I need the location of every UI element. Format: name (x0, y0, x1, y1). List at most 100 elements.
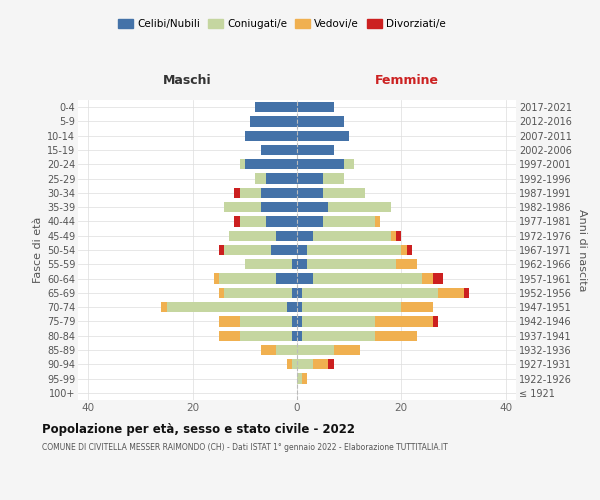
Bar (464, 288, 469, 298)
Bar (396, 259, 417, 270)
Bar (433, 316, 438, 326)
Bar (407, 245, 412, 255)
Bar (224, 288, 292, 298)
Bar (313, 359, 328, 370)
Bar (334, 345, 359, 355)
Bar (323, 216, 375, 226)
Bar (297, 116, 344, 126)
Bar (239, 216, 266, 226)
Bar (396, 230, 401, 241)
Bar (297, 345, 334, 355)
Bar (433, 274, 443, 283)
Bar (313, 274, 422, 283)
Bar (224, 245, 271, 255)
Bar (219, 288, 224, 298)
Bar (292, 330, 297, 341)
Bar (438, 288, 464, 298)
Bar (297, 130, 349, 141)
Bar (292, 359, 297, 370)
Bar (401, 302, 433, 312)
Bar (302, 288, 438, 298)
Y-axis label: Anni di nascita: Anni di nascita (577, 209, 587, 291)
Bar (292, 316, 297, 326)
Text: COMUNE DI CIVITELLA MESSER RAIMONDO (CH) - Dati ISTAT 1° gennaio 2022 - Elaboraz: COMUNE DI CIVITELLA MESSER RAIMONDO (CH)… (42, 442, 448, 452)
Bar (245, 259, 292, 270)
Bar (323, 188, 365, 198)
Bar (239, 188, 260, 198)
Bar (224, 202, 260, 212)
Bar (344, 159, 355, 170)
Bar (297, 145, 334, 155)
Bar (276, 345, 297, 355)
Bar (297, 288, 302, 298)
Text: Maschi: Maschi (163, 74, 212, 88)
Bar (260, 145, 297, 155)
Bar (239, 316, 292, 326)
Bar (255, 174, 266, 184)
Bar (271, 245, 297, 255)
Bar (266, 216, 297, 226)
Bar (297, 159, 344, 170)
Bar (260, 345, 276, 355)
Bar (287, 302, 297, 312)
Bar (297, 230, 313, 241)
Bar (297, 259, 307, 270)
Bar (422, 274, 433, 283)
Bar (375, 316, 433, 326)
Bar (239, 159, 245, 170)
Bar (235, 216, 239, 226)
Bar (287, 359, 292, 370)
Bar (302, 374, 307, 384)
Bar (297, 302, 302, 312)
Bar (245, 159, 297, 170)
Bar (297, 316, 302, 326)
Bar (297, 188, 323, 198)
Bar (161, 302, 167, 312)
Bar (260, 202, 297, 212)
Bar (307, 259, 396, 270)
Bar (219, 274, 276, 283)
Bar (219, 330, 239, 341)
Bar (297, 102, 334, 113)
Bar (328, 202, 391, 212)
Bar (302, 316, 375, 326)
Bar (250, 116, 297, 126)
Text: Femmine: Femmine (374, 74, 439, 88)
Bar (297, 202, 328, 212)
Bar (260, 188, 297, 198)
Bar (229, 230, 276, 241)
Bar (266, 174, 297, 184)
Bar (328, 359, 334, 370)
Bar (245, 130, 297, 141)
Bar (375, 330, 417, 341)
Bar (297, 330, 302, 341)
Legend: Celibi/Nubili, Coniugati/e, Vedovi/e, Divorziati/e: Celibi/Nubili, Coniugati/e, Vedovi/e, Di… (114, 15, 450, 34)
Bar (297, 374, 302, 384)
Bar (302, 330, 375, 341)
Bar (214, 274, 219, 283)
Bar (276, 230, 297, 241)
Bar (391, 230, 396, 241)
Bar (313, 230, 391, 241)
Bar (297, 245, 307, 255)
Bar (323, 174, 344, 184)
Bar (276, 274, 297, 283)
Bar (307, 245, 401, 255)
Bar (219, 245, 224, 255)
Bar (219, 316, 239, 326)
Bar (297, 174, 323, 184)
Bar (375, 216, 380, 226)
Bar (239, 330, 292, 341)
Y-axis label: Fasce di età: Fasce di età (32, 217, 43, 283)
Bar (401, 245, 407, 255)
Bar (292, 259, 297, 270)
Text: Popolazione per età, sesso e stato civile - 2022: Popolazione per età, sesso e stato civil… (42, 422, 355, 436)
Bar (167, 302, 287, 312)
Bar (297, 359, 313, 370)
Bar (297, 274, 313, 283)
Bar (297, 216, 323, 226)
Bar (292, 288, 297, 298)
Bar (255, 102, 297, 113)
Bar (235, 188, 239, 198)
Bar (302, 302, 401, 312)
